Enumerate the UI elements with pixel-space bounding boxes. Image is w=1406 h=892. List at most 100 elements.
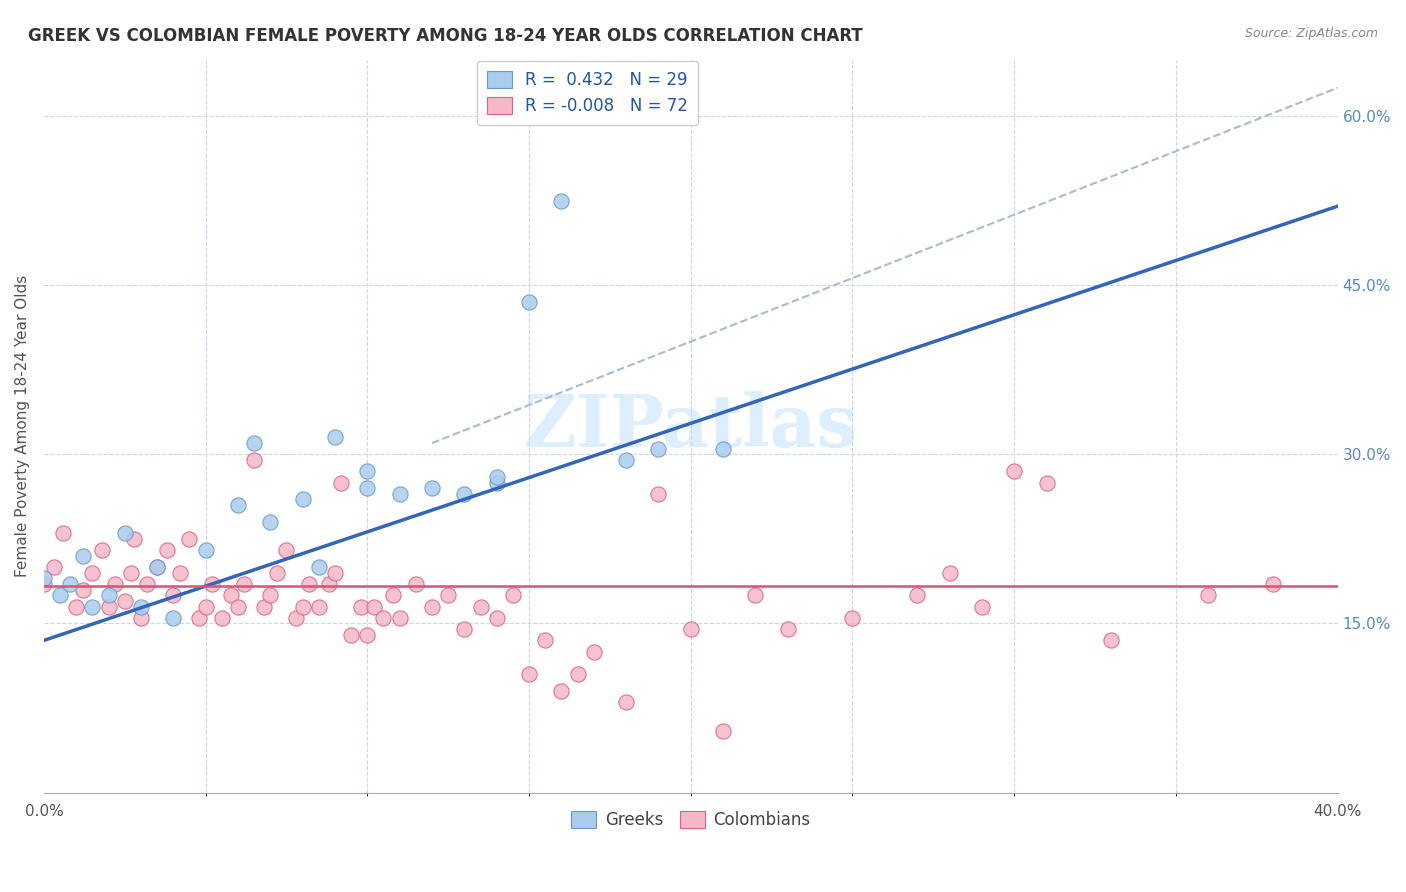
Point	[405, 577, 427, 591]
Point	[194, 543, 217, 558]
Point	[841, 611, 863, 625]
Point	[567, 667, 589, 681]
Point	[453, 487, 475, 501]
Point	[124, 532, 146, 546]
Point	[32, 577, 55, 591]
Point	[485, 475, 508, 490]
Point	[169, 566, 191, 580]
Point	[129, 611, 152, 625]
Point	[194, 599, 217, 614]
Point	[905, 588, 928, 602]
Point	[259, 515, 281, 529]
Point	[1002, 464, 1025, 478]
Point	[188, 611, 211, 625]
Point	[114, 526, 136, 541]
Point	[502, 588, 524, 602]
Point	[350, 599, 373, 614]
Point	[614, 453, 637, 467]
Text: Source: ZipAtlas.com: Source: ZipAtlas.com	[1244, 27, 1378, 40]
Point	[318, 577, 340, 591]
Point	[550, 194, 572, 208]
Point	[291, 599, 314, 614]
Point	[1099, 633, 1122, 648]
Point	[104, 577, 127, 591]
Point	[72, 549, 94, 563]
Point	[243, 453, 266, 467]
Text: GREEK VS COLOMBIAN FEMALE POVERTY AMONG 18-24 YEAR OLDS CORRELATION CHART: GREEK VS COLOMBIAN FEMALE POVERTY AMONG …	[28, 27, 863, 45]
Point	[582, 645, 605, 659]
Point	[614, 695, 637, 709]
Point	[285, 611, 308, 625]
Point	[226, 498, 249, 512]
Point	[970, 599, 993, 614]
Point	[233, 577, 256, 591]
Point	[938, 566, 960, 580]
Point	[388, 611, 411, 625]
Point	[65, 599, 87, 614]
Point	[243, 436, 266, 450]
Point	[373, 611, 395, 625]
Text: ZIPatlas: ZIPatlas	[523, 391, 858, 462]
Point	[744, 588, 766, 602]
Point	[226, 599, 249, 614]
Point	[711, 442, 734, 456]
Point	[82, 566, 104, 580]
Point	[221, 588, 243, 602]
Point	[253, 599, 276, 614]
Point	[382, 588, 405, 602]
Point	[32, 571, 55, 585]
Point	[679, 622, 702, 636]
Point	[114, 594, 136, 608]
Point	[330, 475, 353, 490]
Point	[52, 526, 75, 541]
Point	[647, 487, 669, 501]
Point	[323, 430, 346, 444]
Point	[266, 566, 288, 580]
Point	[711, 723, 734, 738]
Point	[340, 628, 363, 642]
Point	[42, 560, 65, 574]
Point	[776, 622, 799, 636]
Point	[356, 464, 378, 478]
Point	[356, 628, 378, 642]
Point	[162, 588, 184, 602]
Point	[91, 543, 114, 558]
Point	[1261, 577, 1284, 591]
Point	[485, 470, 508, 484]
Point	[156, 543, 179, 558]
Point	[211, 611, 233, 625]
Point	[136, 577, 159, 591]
Point	[420, 481, 443, 495]
Point	[72, 582, 94, 597]
Point	[363, 599, 385, 614]
Point	[323, 566, 346, 580]
Point	[97, 588, 120, 602]
Point	[1035, 475, 1057, 490]
Point	[420, 599, 443, 614]
Point	[259, 588, 281, 602]
Point	[97, 599, 120, 614]
Point	[308, 599, 330, 614]
Point	[179, 532, 201, 546]
Point	[276, 543, 298, 558]
Point	[356, 481, 378, 495]
Point	[1197, 588, 1219, 602]
Point	[470, 599, 492, 614]
Point	[146, 560, 169, 574]
Point	[291, 492, 314, 507]
Point	[129, 599, 152, 614]
Point	[647, 442, 669, 456]
Point	[453, 622, 475, 636]
Point	[82, 599, 104, 614]
Point	[49, 588, 72, 602]
Point	[201, 577, 224, 591]
Point	[59, 577, 82, 591]
Point	[146, 560, 169, 574]
Point	[162, 611, 184, 625]
Point	[298, 577, 321, 591]
Point	[308, 560, 330, 574]
Point	[437, 588, 460, 602]
Point	[534, 633, 557, 648]
Point	[550, 684, 572, 698]
Point	[517, 295, 540, 310]
